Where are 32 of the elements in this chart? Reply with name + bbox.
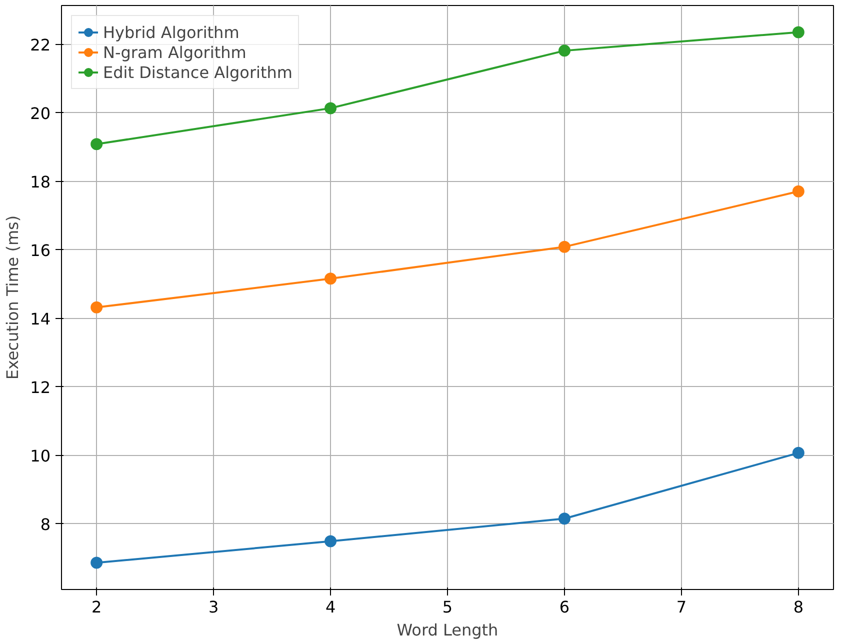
y-tick-label: 8 [40,514,51,534]
y-tick-label: 12 [30,378,50,397]
x-tick-label: 5 [442,598,453,616]
point [558,240,570,253]
y-tick-label: 22 [30,36,50,55]
y-axis-title: Execution Time (ms) [3,215,22,380]
y-tick-label: 20 [30,104,50,123]
legend-label: Hybrid Algorithm [103,22,240,42]
y-tick-label: 10 [30,446,50,466]
x-tick-label: 2 [92,598,102,616]
x-axis-title: Word Length [396,620,498,640]
point [792,185,804,198]
x-tick-label: 6 [559,598,570,616]
x-tick-label: 3 [208,598,219,616]
point [90,138,103,150]
legend-label: Edit Distance Algorithm [103,62,292,82]
y-tick-label: 14 [30,309,50,328]
point [90,556,103,569]
x-tick-label: 8 [793,598,804,616]
point [558,44,570,57]
point [324,102,337,114]
legend-label: N-gram Algorithm [103,42,246,62]
point [792,446,804,459]
point [324,535,337,548]
y-tick-label: 18 [30,172,50,192]
point [558,512,570,525]
x-tick-label: 7 [676,598,687,616]
x-tick-label: 4 [325,598,336,616]
y-tick-label: 16 [30,240,50,260]
point [90,301,103,314]
point [792,26,804,38]
point [324,272,337,285]
